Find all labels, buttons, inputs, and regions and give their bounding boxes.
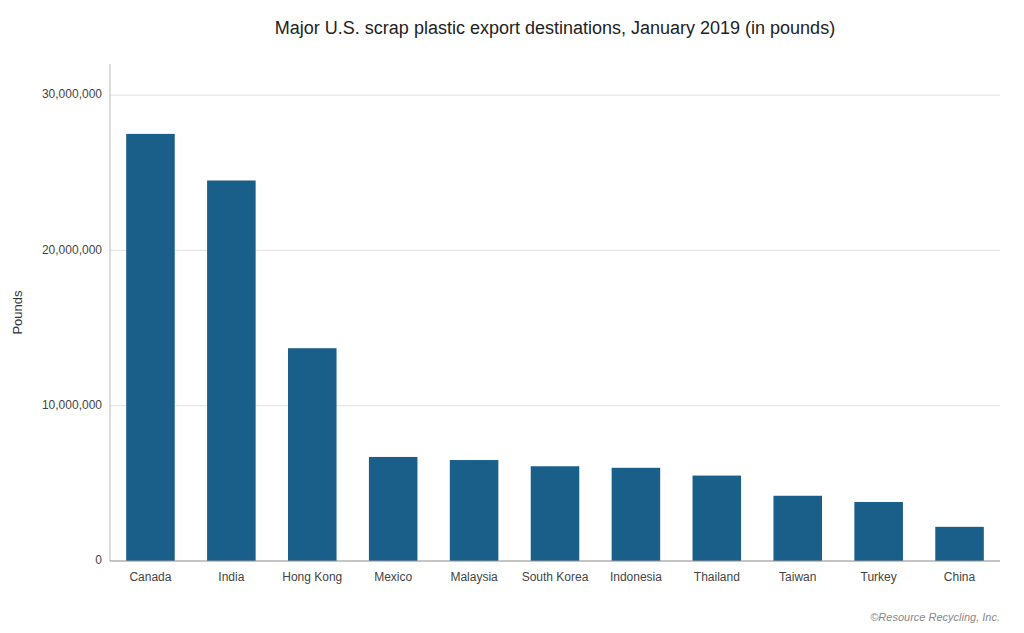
- x-tick-label: Turkey: [861, 570, 897, 584]
- chart-title: Major U.S. scrap plastic export destinat…: [275, 18, 835, 38]
- x-tick-label: China: [944, 570, 976, 584]
- y-axis-line: [110, 64, 111, 561]
- x-tick-label: Mexico: [374, 570, 412, 584]
- grid-line: [110, 95, 1000, 96]
- bar: [126, 134, 175, 561]
- x-tick-label: India: [218, 570, 244, 584]
- annotation: ©Resource Recycling, Inc.: [870, 611, 1000, 623]
- x-tick-label: Hong Kong: [282, 570, 342, 584]
- x-tick-label: South Korea: [522, 570, 589, 584]
- bar: [207, 180, 256, 561]
- x-ticks: Canada India Hong Kong Mexico Malaysia South …: [129, 570, 975, 584]
- x-axis-line: [110, 561, 1000, 562]
- bar: [612, 468, 661, 561]
- bar: [531, 466, 580, 561]
- bar: [693, 476, 742, 561]
- x-tick-label: Thailand: [694, 570, 740, 584]
- y-ticks: 0 10,000,000 20,000,000 30,000,000: [42, 87, 102, 567]
- bars: [126, 134, 984, 561]
- x-tick-label: Canada: [129, 570, 171, 584]
- bar: [935, 527, 984, 561]
- y-tick-label: 10,000,000: [42, 398, 102, 412]
- y-tick-label: 0: [95, 553, 102, 567]
- bar: [773, 496, 822, 561]
- bar: [369, 457, 418, 561]
- bar: [854, 502, 903, 561]
- x-tick-label: Malaysia: [450, 570, 498, 584]
- x-tick-label: Indonesia: [610, 570, 662, 584]
- chart-container: Major U.S. scrap plastic export destinat…: [0, 0, 1024, 633]
- grid-line: [110, 561, 1000, 562]
- y-tick-label: 30,000,000: [42, 87, 102, 101]
- bar: [450, 460, 499, 561]
- bar: [288, 348, 337, 561]
- x-tick-label: Taiwan: [779, 570, 816, 584]
- y-axis-label: Pounds: [10, 290, 25, 335]
- chart-svg: Major U.S. scrap plastic export destinat…: [0, 0, 1024, 633]
- y-tick-label: 20,000,000: [42, 243, 102, 257]
- grid: [110, 95, 1000, 561]
